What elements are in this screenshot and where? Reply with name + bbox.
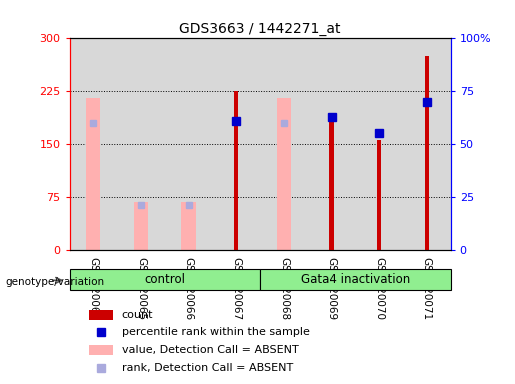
Bar (403, 38, 451, 250)
Bar (307, 38, 355, 250)
Bar (425, 56, 429, 250)
Bar (307, 38, 355, 250)
Text: control: control (144, 273, 185, 286)
Title: GDS3663 / 1442271_at: GDS3663 / 1442271_at (179, 22, 341, 36)
Bar (260, 38, 308, 250)
Bar (355, 38, 403, 250)
Text: genotype/variation: genotype/variation (5, 277, 104, 287)
Bar (117, 38, 165, 250)
Text: value, Detection Call = ABSENT: value, Detection Call = ABSENT (122, 345, 298, 355)
Bar (403, 38, 451, 250)
Bar (212, 38, 260, 250)
Bar (70, 269, 260, 290)
Bar (234, 91, 238, 250)
Text: Gata4 inactivation: Gata4 inactivation (301, 273, 410, 286)
Bar (377, 141, 381, 250)
Bar (181, 202, 196, 250)
Bar (277, 98, 291, 250)
Bar (355, 38, 403, 250)
Text: percentile rank within the sample: percentile rank within the sample (122, 328, 310, 338)
Text: count: count (122, 310, 153, 320)
Bar (165, 38, 212, 250)
Bar (165, 38, 212, 250)
Bar (89, 310, 113, 320)
Text: rank, Detection Call = ABSENT: rank, Detection Call = ABSENT (122, 363, 293, 373)
Bar (330, 116, 334, 250)
Bar (70, 38, 117, 250)
Bar (260, 269, 451, 290)
Bar (260, 38, 308, 250)
Bar (86, 98, 100, 250)
Bar (134, 202, 148, 250)
Bar (212, 38, 260, 250)
Bar (355, 38, 403, 250)
Bar (117, 38, 165, 250)
Bar (117, 38, 165, 250)
Bar (307, 38, 355, 250)
Bar (403, 38, 451, 250)
Bar (70, 38, 117, 250)
Bar (89, 345, 113, 355)
Bar (212, 38, 260, 250)
Bar (70, 38, 117, 250)
Bar (260, 38, 308, 250)
Bar (165, 38, 212, 250)
